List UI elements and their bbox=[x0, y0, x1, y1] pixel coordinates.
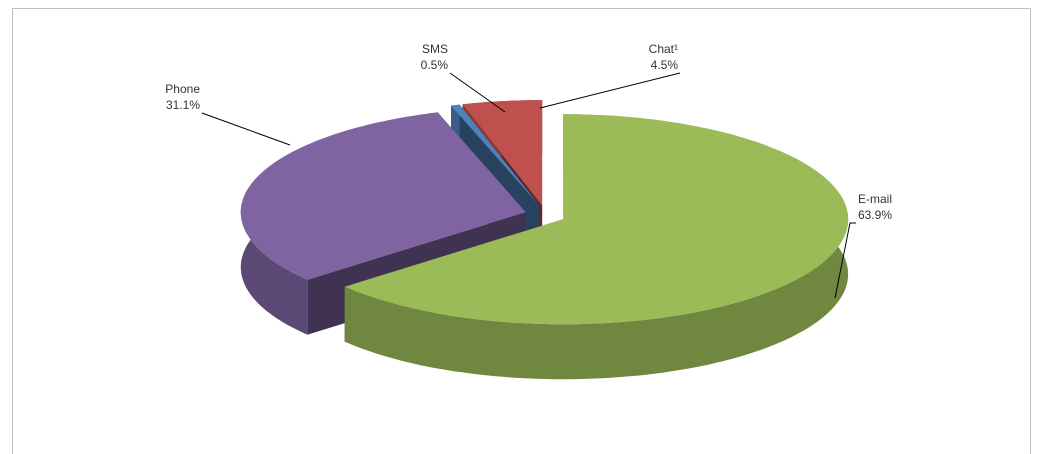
leader-line bbox=[449, 72, 506, 113]
leader-line bbox=[539, 72, 681, 109]
data-label-value: 63.9% bbox=[858, 208, 892, 222]
data-label-name: SMS bbox=[422, 42, 448, 56]
data-label-value: 31.1% bbox=[166, 98, 200, 112]
data-label-name: E-mail bbox=[858, 192, 892, 206]
leader-line bbox=[201, 112, 291, 146]
data-label-name: Phone bbox=[165, 82, 200, 96]
slice bbox=[462, 100, 543, 206]
data-label-name: Chat¹ bbox=[649, 42, 678, 56]
data-label-value: 0.5% bbox=[421, 58, 449, 72]
slice bbox=[240, 112, 526, 280]
slice bbox=[344, 114, 849, 380]
leader-line bbox=[834, 222, 856, 299]
data-label-value: 4.5% bbox=[651, 58, 679, 72]
slice bbox=[451, 104, 540, 206]
slice bbox=[344, 114, 849, 325]
chart-frame bbox=[12, 8, 1031, 454]
